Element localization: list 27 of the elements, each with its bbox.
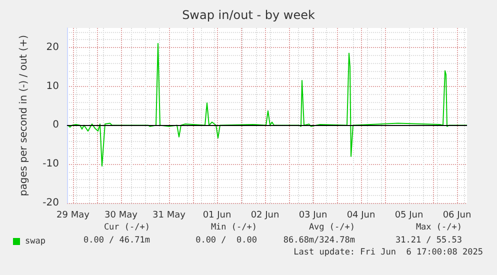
text: Cur (-/+): [104, 222, 150, 232]
line-series: [68, 43, 468, 167]
text: 31.21 / 55.53: [395, 236, 462, 246]
text: Max (-/+): [416, 222, 462, 232]
y-tick-label: -10: [42, 158, 59, 170]
y-tick-label: -20: [42, 198, 59, 208]
text: 86.68m/324.78m: [283, 236, 355, 246]
chart-title: Swap in/out - by week: [182, 8, 315, 22]
text: Avg (-/+): [308, 222, 355, 232]
x-tick-label: 05 Jun: [394, 210, 424, 220]
text: 0.00 / 0.00: [196, 236, 257, 246]
x-tick-label: 04 Jun: [346, 210, 376, 220]
y-tick-label: 20: [46, 42, 59, 53]
x-tick-label: 31 May: [152, 210, 186, 220]
x-tick-label: 02 Jun: [250, 210, 280, 220]
text: 0.00 / 46.71m: [83, 236, 150, 246]
text: Min (-/+): [210, 222, 257, 232]
text: Last update: Fri Jun 6 17:00:08 2025: [294, 248, 483, 258]
x-tick-label: 01 Jun: [202, 210, 232, 220]
y-tick-label: 10: [46, 80, 59, 92]
x-tick-label: 03 Jun: [298, 210, 328, 220]
y-tick-label: 0: [52, 120, 59, 131]
x-tick-label: 06 Jun: [442, 210, 472, 220]
legend-label: swap: [25, 236, 46, 246]
x-tick-label: 29 May: [56, 210, 90, 220]
x-tick-label: 30 May: [104, 210, 138, 220]
y-axis-title: pages per second in (-) / out (+): [18, 34, 30, 196]
